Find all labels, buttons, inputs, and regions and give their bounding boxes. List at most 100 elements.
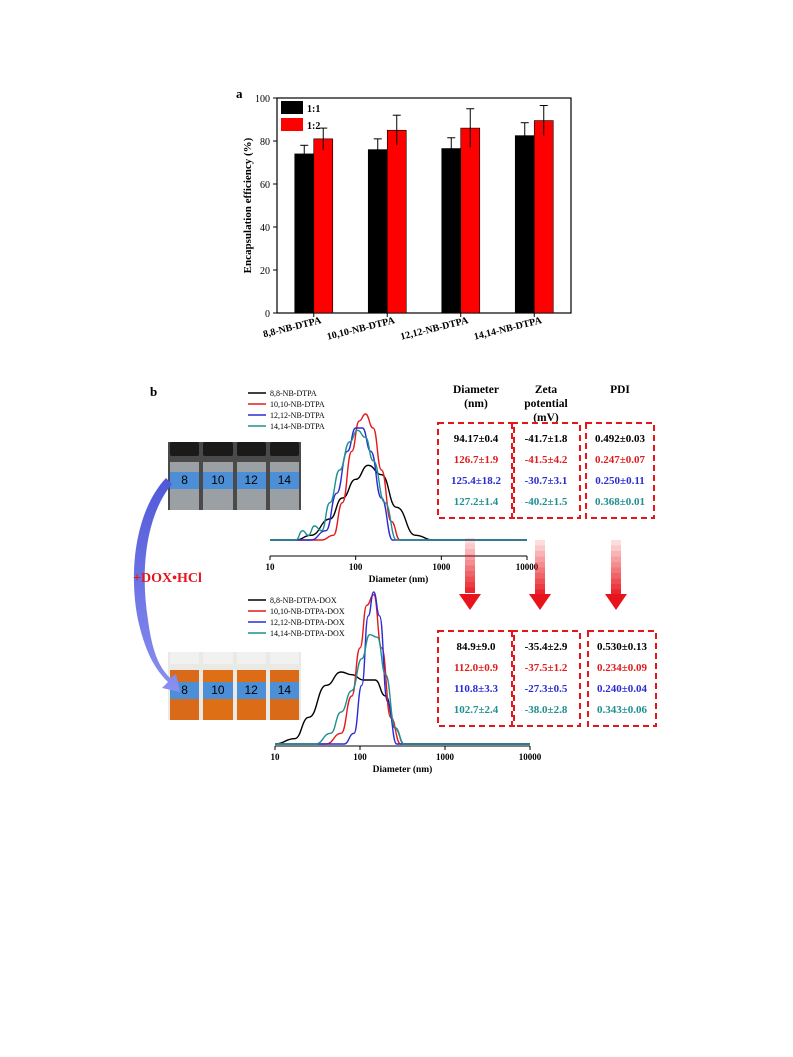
line-14,14-NB-DTPA-DOX (275, 633, 530, 745)
arrow-shaft (535, 540, 545, 546)
arrow-shaft (611, 589, 621, 595)
arrow-shaft (611, 551, 621, 557)
table-value: -38.0±2.8 (525, 704, 568, 716)
x-tick-label: 1000 (432, 562, 451, 572)
table-value: 102.7±2.4 (454, 704, 499, 716)
arrow-shaft (535, 562, 545, 568)
table-value: 0.250±0.11 (595, 475, 644, 487)
column-header: potential (524, 398, 567, 410)
table-value: 0.247±0.07 (595, 454, 646, 466)
plot-frame (276, 97, 572, 314)
property-tables: Diameter (nm) Zeta potential (mV) PDI 94.17±0.… (437, 384, 657, 727)
dox-hcl-label: +DOX•HCl (133, 571, 202, 586)
arrow-shaft (465, 565, 475, 571)
line-10,10-NB-DTPA-DOX (275, 593, 530, 745)
column-header: PDI (610, 384, 630, 396)
dls-chart-before-dox: 10 100 1000 10000 Diameter (nm) 8,8-NB-DTPA 10… (248, 389, 539, 585)
legend-label: 12,12-NB-DTPA (270, 411, 325, 420)
vial-photo-after: 8 10 12 14 (168, 652, 301, 720)
column-header: Diameter (453, 384, 499, 396)
down-arrow-icon (605, 540, 627, 610)
arrow-shaft (611, 584, 621, 590)
panel-b-label: b (150, 384, 158, 399)
arrow-shaft (465, 571, 475, 577)
y-tick-label: 0 (265, 309, 270, 320)
vial-number: 12 (236, 472, 266, 489)
legend-label: 8,8-NB-DTPA-DOX (270, 596, 337, 605)
table-value: 94.17±0.4 (454, 433, 499, 445)
down-arrow-icon (459, 538, 481, 610)
table-value: -30.7±3.1 (525, 475, 568, 487)
vial-photo-before: 8 10 12 14 (168, 442, 301, 510)
arrow-shaft (465, 560, 475, 566)
table-value: -41.5±4.2 (525, 454, 568, 466)
arrow-shaft (465, 549, 475, 555)
legend-swatch (281, 118, 303, 131)
arrow-shaft (535, 556, 545, 562)
y-tick-label: 60 (260, 180, 270, 191)
arrow-shaft (535, 584, 545, 590)
legend-label: 8,8-NB-DTPA (270, 389, 317, 398)
arrow-shaft (465, 543, 475, 549)
table-value: 0.492±0.03 (595, 433, 646, 445)
x-tick-label: 10 (266, 562, 276, 572)
legend-label: 1:1 (307, 104, 320, 115)
table-value: -40.2±1.5 (525, 496, 568, 508)
y-tick-label: 40 (260, 223, 270, 234)
line-8,8-NB-DTPA (270, 464, 527, 541)
table-value: 110.8±3.3 (454, 683, 498, 695)
panel-a-label: a (236, 86, 243, 101)
arrow-shaft (611, 556, 621, 562)
y-tick-label: 20 (260, 266, 270, 277)
column-header: (nm) (464, 398, 488, 410)
dashed-box (437, 630, 515, 727)
y-tick-label: 100 (255, 94, 270, 105)
table-value: 0.368±0.01 (595, 496, 645, 508)
x-tick-label: 100 (353, 752, 367, 762)
arrow-head (605, 594, 627, 610)
arrow-shaft (535, 545, 545, 551)
table-value: 0.343±0.06 (597, 704, 648, 716)
legend-label: 1:2 (307, 121, 320, 132)
arrow-shaft (465, 554, 475, 560)
x-tick-label: 10000 (519, 752, 542, 762)
dashed-box (587, 630, 657, 727)
dashed-box (437, 422, 515, 519)
x-axis-label: Diameter (nm) (369, 574, 429, 585)
arrow-shaft (465, 582, 475, 588)
x-tick-label: 10 (271, 752, 281, 762)
table-value: -35.4±2.9 (525, 641, 568, 653)
table-value: 127.2±1.4 (454, 496, 499, 508)
table-value: 0.530±0.13 (597, 641, 648, 653)
column-header: (mV) (533, 412, 559, 424)
legend-label: 10,10-NB-DTPA-DOX (270, 607, 345, 616)
arrow-head (529, 594, 551, 610)
line-12,12-NB-DTPA-DOX (275, 591, 530, 745)
table-value: -37.5±1.2 (525, 662, 568, 674)
dashed-box (511, 422, 581, 519)
vial-number: 14 (269, 472, 299, 489)
legend-label: 14,14-NB-DTPA-DOX (270, 629, 345, 638)
arrow-shaft (611, 578, 621, 584)
table-value: -27.3±0.5 (525, 683, 568, 695)
vial-number: 12 (236, 682, 266, 699)
arrow-shaft (465, 538, 475, 544)
dashed-box (585, 422, 655, 519)
dls-chart-after-dox: 10 100 1000 10000 Diameter (nm) 8,8-NB-DTPA-D… (248, 591, 542, 775)
arrow-head (459, 594, 481, 610)
line-12,12-NB-DTPA (270, 427, 527, 541)
arrow-shaft (535, 567, 545, 573)
arrow-shaft (535, 589, 545, 595)
vial-number: 8 (170, 472, 200, 489)
table-value: 112.0±0.9 (454, 662, 498, 674)
arrow-shaft (611, 545, 621, 551)
x-axis-label: Diameter (nm) (373, 764, 433, 775)
legend-label: 10,10-NB-DTPA (270, 400, 325, 409)
arrow-shaft (465, 576, 475, 582)
vial-number: 14 (269, 682, 299, 699)
x-tick-label: 100 (349, 562, 363, 572)
arrow-shaft (535, 573, 545, 579)
table-value: 84.9±9.0 (456, 641, 496, 653)
arrow-shaft (611, 573, 621, 579)
line-10,10-NB-DTPA (270, 413, 527, 541)
